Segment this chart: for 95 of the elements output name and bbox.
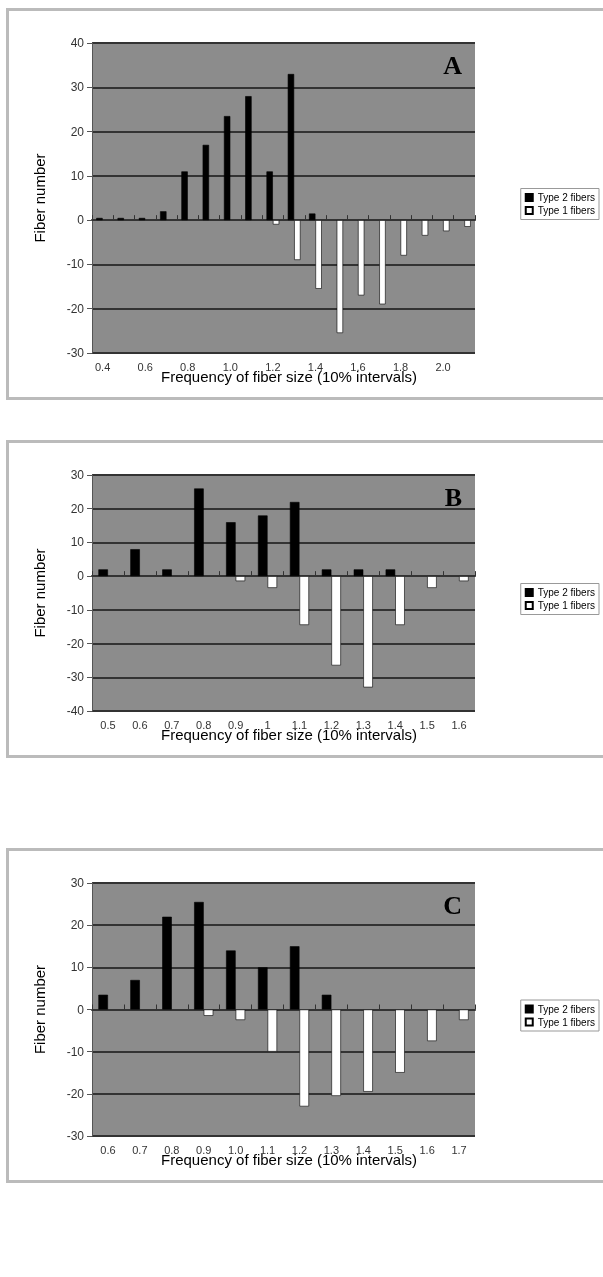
y-tick-label: -10 (66, 602, 85, 617)
bar (272, 220, 280, 225)
y-tick-label: 30 (70, 80, 85, 95)
bar (181, 171, 188, 221)
y-tick-label: -10 (66, 1044, 85, 1059)
x-tick-label: 1.6 (419, 1143, 435, 1156)
x-tick-label: 2.0 (435, 360, 451, 373)
legend-label: Type 1 fibers (537, 600, 596, 611)
x-tick-label: 1.7 (451, 1143, 467, 1156)
x-tick-label: 1.2 (265, 360, 281, 373)
x-tick-label: 0.4 (94, 360, 111, 373)
x-tick-label: 1.6 (451, 718, 467, 731)
x-tick-label: 1.3 (355, 718, 371, 731)
bar (379, 220, 386, 305)
bar (287, 74, 295, 221)
y-tick-label: 0 (77, 213, 85, 228)
bar (421, 220, 429, 236)
chart-title: C (443, 890, 462, 920)
x-tick-label: 0.7 (164, 718, 180, 731)
bar (202, 144, 210, 221)
y-tick-label: -40 (66, 704, 85, 718)
x-tick-label: 1.2 (323, 718, 340, 731)
legend-label: Type 2 fibers (537, 192, 596, 203)
x-tick-label: 0.8 (196, 718, 212, 731)
x-tick-label: 0.8 (164, 1143, 180, 1156)
x-tick-label: 0.8 (180, 360, 196, 373)
x-tick-label: 0.6 (132, 718, 148, 731)
bar (400, 220, 407, 256)
bar (459, 576, 469, 582)
y-tick-label: -10 (66, 257, 85, 272)
x-tick-label: 1.1 (291, 718, 308, 731)
bar (162, 569, 172, 577)
y-tick-label: 40 (70, 36, 85, 50)
y-tick-label: 0 (77, 569, 85, 584)
y-axis-title: Fiber number (31, 548, 48, 638)
x-tick-label: 1.5 (419, 718, 435, 731)
y-tick-label: -30 (66, 1129, 85, 1143)
bar (357, 220, 365, 296)
x-tick-label: 0.9 (196, 1143, 212, 1156)
y-axis-title: Fiber number (31, 964, 48, 1055)
x-tick-label: 1.4 (387, 718, 403, 731)
bar (464, 220, 471, 227)
bar (427, 1009, 437, 1042)
x-tick-label: 1.4 (355, 1143, 371, 1156)
chart-title: A (443, 50, 463, 80)
x-tick-label: 0.9 (227, 718, 244, 731)
x-tick-label: 1.2 (291, 1143, 308, 1156)
x-tick-label: 0.6 (137, 360, 153, 373)
y-tick-label: 20 (70, 501, 85, 516)
y-tick-label: 0 (77, 1002, 85, 1017)
y-axis-title: Fiber number (31, 153, 48, 243)
bar (223, 116, 231, 221)
bar (363, 1009, 373, 1092)
x-tick-label: 1.5 (387, 1143, 403, 1156)
y-tick-label: -20 (66, 301, 85, 316)
legend-label: Type 2 fibers (537, 587, 596, 598)
y-tick-label: 20 (70, 124, 85, 139)
y-tick-label: 20 (70, 918, 85, 933)
bar (160, 211, 167, 221)
chart-title: B (444, 482, 462, 512)
legend-label: Type 1 fibers (537, 205, 596, 216)
x-tick-label: 1.6 (350, 360, 366, 373)
bar (443, 220, 450, 232)
legend-label: Type 2 fibers (537, 1003, 596, 1015)
x-tick-label: 0.5 (100, 718, 116, 731)
bar (266, 171, 273, 221)
y-tick-label: 30 (70, 468, 85, 482)
y-tick-label: 10 (70, 535, 85, 550)
x-tick-label: 0.7 (132, 1143, 148, 1156)
bar (245, 96, 252, 221)
y-tick-label: -30 (66, 346, 85, 360)
x-tick-label: 1.1 (259, 1143, 276, 1156)
legend-label: Type 1 fibers (537, 1016, 596, 1028)
y-tick-label: 10 (70, 168, 85, 183)
x-tick-label: 1 (264, 718, 271, 731)
bar (130, 979, 140, 1010)
x-tick-label: 1.4 (307, 360, 324, 373)
y-tick-label: -30 (66, 670, 85, 685)
bar (459, 1009, 469, 1021)
bar (427, 576, 437, 588)
y-tick-label: 10 (70, 960, 85, 975)
x-tick-label: 1.8 (392, 360, 409, 373)
x-tick-label: 1.3 (323, 1143, 340, 1156)
x-tick-label: 0.6 (100, 1143, 116, 1156)
bar (395, 1009, 405, 1073)
bar (130, 549, 140, 577)
bar (98, 994, 108, 1010)
bar (336, 220, 344, 334)
bar (294, 220, 301, 260)
bar (162, 916, 172, 1010)
y-tick-label: 30 (70, 876, 85, 890)
bar (98, 569, 108, 577)
y-tick-label: -20 (66, 636, 85, 651)
bar (194, 488, 204, 577)
y-tick-label: -20 (66, 1086, 85, 1101)
